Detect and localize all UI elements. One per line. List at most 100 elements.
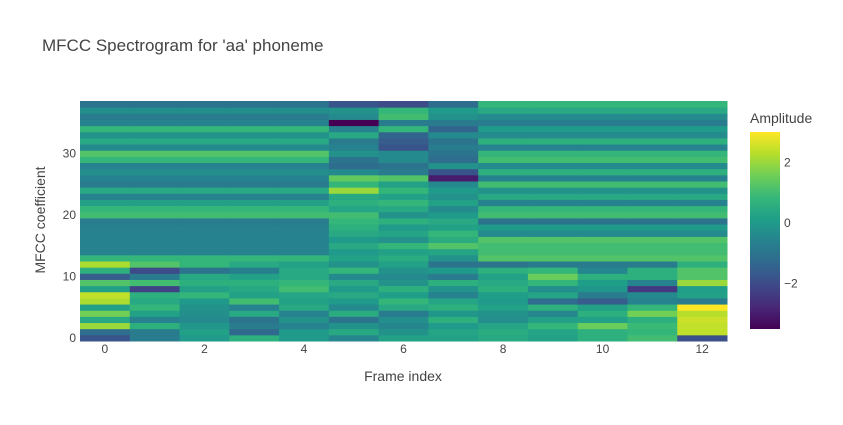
heatmap-cell: [577, 150, 628, 157]
heatmap-cell: [378, 279, 429, 287]
heatmap-cell: [328, 113, 380, 120]
heatmap-cell: [80, 304, 131, 311]
heatmap-cell: [80, 322, 131, 330]
heatmap-cell: [279, 248, 330, 256]
heatmap-cell: [428, 267, 479, 274]
heatmap-cell: [677, 101, 728, 108]
heatmap-cell: [677, 199, 728, 207]
heatmap-cell: [428, 119, 479, 127]
heatmap-cell: [328, 181, 380, 188]
heatmap-cell: [328, 125, 380, 133]
heatmap-cell: [328, 236, 380, 244]
heatmap-cell: [229, 107, 280, 114]
heatmap-cell: [428, 168, 479, 176]
heatmap-cell: [129, 211, 181, 219]
heatmap-cell: [279, 174, 330, 182]
heatmap-cell: [527, 261, 579, 268]
heatmap-cell: [328, 211, 380, 219]
heatmap-cell: [478, 230, 529, 237]
heatmap-cell: [229, 236, 280, 244]
heatmap-cell: [428, 181, 479, 188]
heatmap-cell: [527, 125, 579, 133]
heatmap-cell: [677, 310, 728, 317]
heatmap-cell: [129, 242, 181, 250]
heatmap-cell: [80, 150, 131, 157]
heatmap-cell: [627, 131, 678, 139]
heatmap-cell: [627, 248, 678, 256]
heatmap-cell: [478, 187, 529, 194]
heatmap-cell: [677, 205, 728, 213]
heatmap-cell: [179, 150, 230, 157]
heatmap-cell: [179, 322, 230, 330]
heatmap-cell: [378, 144, 429, 151]
heatmap-cell: [378, 217, 429, 225]
heatmap-cell: [378, 137, 429, 145]
heatmap-cell: [478, 316, 529, 324]
heatmap-cell: [328, 217, 380, 225]
heatmap-cell: [229, 297, 280, 305]
heatmap-cell: [378, 181, 429, 188]
heatmap-cell: [129, 168, 181, 176]
heatmap-cell: [627, 211, 678, 219]
heatmap-cell: [428, 273, 479, 280]
heatmap-cell: [677, 304, 728, 311]
heatmap-cell: [428, 328, 479, 336]
heatmap-cell: [478, 193, 529, 200]
heatmap-cell: [229, 279, 280, 287]
y-axis-ticks: 0 10 20 30: [63, 146, 77, 345]
heatmap-cell: [677, 168, 728, 176]
heatmap-cell: [80, 248, 131, 256]
heatmap-cell: [577, 297, 628, 305]
heatmap-cell: [627, 156, 678, 164]
x-tick-label: 8: [500, 342, 507, 356]
heatmap-cell: [279, 328, 330, 336]
heatmap-cell: [527, 199, 579, 207]
heatmap-cell: [279, 310, 330, 317]
x-axis-ticks: 0 2 4 6 8 10 12: [102, 342, 710, 356]
heatmap-cell: [428, 162, 479, 170]
heatmap-cell: [129, 150, 181, 157]
heatmap-cell: [179, 107, 230, 114]
heatmap-cell: [577, 254, 628, 262]
heatmap-cell: [229, 261, 280, 268]
heatmap-cell: [80, 131, 131, 139]
heatmap-cell: [577, 217, 628, 225]
heatmap-cell: [179, 101, 230, 108]
heatmap-cell: [328, 310, 380, 317]
heatmap-cell: [677, 267, 728, 274]
x-tick-label: 10: [596, 342, 610, 356]
heatmap-cell: [229, 211, 280, 219]
heatmap-cell: [129, 125, 181, 133]
heatmap-cell: [378, 119, 429, 127]
heatmap-cell: [328, 187, 380, 194]
heatmap-cell: [378, 131, 429, 139]
heatmap-cell: [577, 261, 628, 268]
heatmap-cell: [677, 193, 728, 200]
heatmap-cell: [527, 168, 579, 176]
heatmap-cell: [179, 242, 230, 250]
heatmap-cell: [577, 273, 628, 280]
heatmap-cell: [279, 137, 330, 145]
heatmap-cell: [627, 236, 678, 244]
heatmap-cell: [328, 328, 380, 336]
heatmap-cell: [478, 267, 529, 274]
heatmap-cell: [428, 211, 479, 219]
heatmap-cell: [179, 334, 230, 342]
colorbar: [750, 132, 780, 329]
heatmap-cell: [478, 125, 529, 133]
heatmap-cell: [527, 230, 579, 237]
heatmap-cell: [129, 224, 181, 231]
heatmap-cell: [328, 279, 380, 287]
heatmap-cell: [179, 168, 230, 176]
heatmap-cell: [129, 297, 181, 305]
heatmap-cell: [627, 267, 678, 274]
heatmap-cell: [129, 119, 181, 127]
heatmap-cell: [179, 131, 230, 139]
heatmap-cell: [527, 248, 579, 256]
colorbar-tick-label: 0: [784, 216, 791, 230]
heatmap-cell: [677, 273, 728, 280]
heatmap-cell: [677, 279, 728, 287]
heatmap-cell: [279, 107, 330, 114]
heatmap-cell: [577, 144, 628, 151]
